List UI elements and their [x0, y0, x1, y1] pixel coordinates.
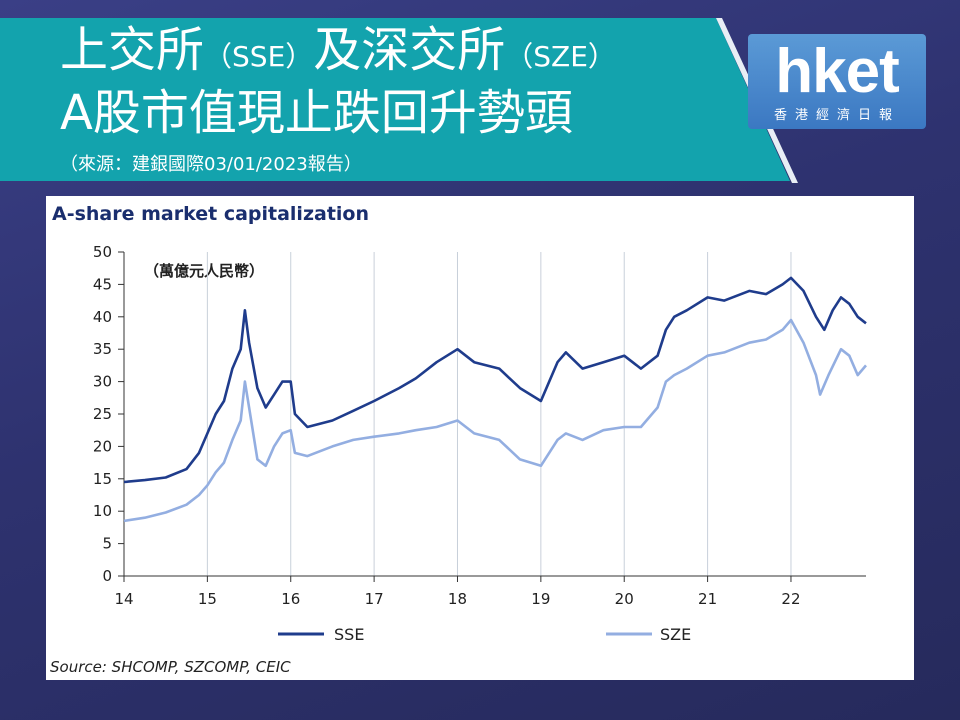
legend-sze-label: SZE	[660, 625, 691, 644]
y-tick-label-25: 25	[93, 405, 112, 423]
series-line-sse	[123, 276, 867, 484]
title-banner	[0, 18, 790, 181]
x-axis-ticks: 14 15 16 17 18 19 20 21 22	[114, 576, 801, 608]
page-title: 上交所（SSE）及深交所（SZE） A股市值現止跌回升勢頭	[60, 22, 616, 141]
chart-axes	[123, 252, 866, 577]
y-tick-label-5: 5	[102, 535, 112, 553]
chart-panel: A-share market capitalization （萬億元人民幣） 0…	[46, 196, 914, 680]
logo-subtitle: 香港經濟日報	[773, 108, 900, 123]
chart-unit-label: （萬億元人民幣）	[144, 262, 264, 280]
x-tick-label-19: 19	[531, 590, 550, 608]
x-tick-label-17: 17	[365, 590, 384, 608]
y-tick-label-10: 10	[93, 502, 112, 520]
x-tick-label-14: 14	[114, 590, 133, 608]
y-tick-label-40: 40	[93, 308, 112, 326]
y-tick-label-30: 30	[93, 373, 112, 391]
x-tick-label-21: 21	[698, 590, 717, 608]
y-tick-label-50: 50	[93, 243, 112, 261]
chart-series	[123, 276, 867, 523]
chart-title: A-share market capitalization	[52, 203, 369, 225]
chart-source: Source: SHCOMP, SZCOMP, CEIC	[50, 658, 291, 676]
title-sze-code: （SZE）	[505, 40, 616, 73]
x-tick-label-22: 22	[781, 590, 800, 608]
y-axis-ticks: 0 5 10 15 20 25 30 35 40 45 50	[93, 243, 124, 585]
y-tick-label-0: 0	[102, 567, 112, 585]
y-tick-label-45: 45	[93, 275, 112, 293]
legend-sse-label: SSE	[334, 625, 364, 644]
y-tick-label-15: 15	[93, 470, 112, 488]
title-sse-code: （SSE）	[204, 40, 314, 73]
hket-logo: hket 香港經濟日報	[748, 34, 926, 129]
x-tick-label-15: 15	[198, 590, 217, 608]
y-tick-label-35: 35	[93, 340, 112, 358]
x-tick-label-18: 18	[448, 590, 467, 608]
chart-legend: SSE SZE	[278, 625, 691, 644]
source-note: （來源：建銀國際03/01/2023報告）	[60, 154, 362, 175]
x-tick-label-16: 16	[281, 590, 300, 608]
title-line-1: 上交所（SSE）及深交所（SZE）	[60, 22, 616, 85]
title-line-2: A股市值現止跌回升勢頭	[60, 85, 573, 141]
title-sse-name: 上交所	[60, 22, 205, 78]
market-cap-chart: A-share market capitalization （萬億元人民幣） 0…	[50, 203, 867, 676]
x-tick-label-20: 20	[615, 590, 634, 608]
y-tick-label-20: 20	[93, 437, 112, 455]
title-sze-name: 及深交所	[313, 22, 506, 78]
chart-gridlines	[206, 252, 792, 576]
logo-wordmark: hket	[775, 37, 899, 106]
series-line-sze	[123, 318, 867, 523]
